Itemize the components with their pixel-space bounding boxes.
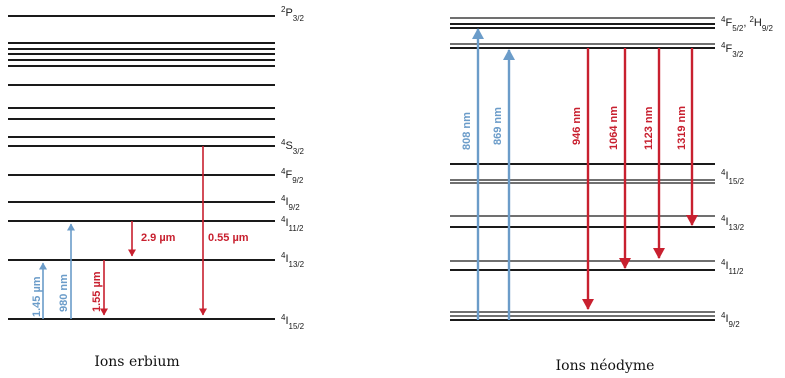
nd-label-1064nm: 1064 nm	[608, 106, 620, 150]
erbium-label-2p32: 2P3/2	[281, 5, 304, 23]
neodymium-levels	[450, 17, 715, 321]
erbium-label-4i112: 4I11/2	[281, 215, 304, 233]
nd-label-869nm: 869 nm	[492, 107, 504, 145]
neodymium-diagram: 4F5/2, 2H9/2 4F3/2 4I15/2 4I13/2 4I11/2 …	[450, 15, 774, 374]
erbium-label-4s32: 4S3/2	[281, 138, 304, 156]
nd-label-808nm: 808 nm	[461, 112, 473, 150]
nd-caption: Ions néodyme	[556, 358, 655, 374]
nd-label-4i112: 4I11/2	[721, 258, 744, 276]
nd-label-4f52-2h92: 4F5/2, 2H9/2	[721, 15, 774, 33]
nd-label-4i152: 4I15/2	[721, 168, 745, 186]
erbium-label-4i152: 4I15/2	[281, 313, 305, 331]
erbium-label-0-55um: 0.55 µm	[208, 232, 249, 244]
nd-label-1319nm: 1319 nm	[676, 106, 688, 150]
erbium-label-4f92: 4F9/2	[281, 167, 304, 185]
erbium-caption: Ions erbium	[94, 354, 179, 370]
nd-label-4i132: 4I13/2	[721, 214, 745, 232]
erbium-label-1-55um: 1.55 µm	[91, 271, 103, 312]
nd-label-946nm: 946 nm	[571, 107, 583, 145]
erbium-label-980nm: 980 nm	[58, 274, 70, 312]
nd-label-4i92: 4I9/2	[721, 311, 740, 329]
erbium-label-4i92: 4I9/2	[281, 194, 300, 212]
erbium-label-2-9um: 2.9 µm	[141, 232, 176, 244]
erbium-diagram: 2P3/2 4S3/2 4F9/2 4I9/2 4I11/2 4I13/2 4I…	[8, 5, 305, 370]
nd-label-4f32: 4F3/2	[721, 41, 744, 59]
erbium-label-1-45um: 1.45 µm	[31, 276, 43, 317]
erbium-label-4i132: 4I13/2	[281, 251, 305, 269]
erbium-levels	[8, 15, 275, 320]
nd-label-1123nm: 1123 nm	[643, 106, 655, 150]
